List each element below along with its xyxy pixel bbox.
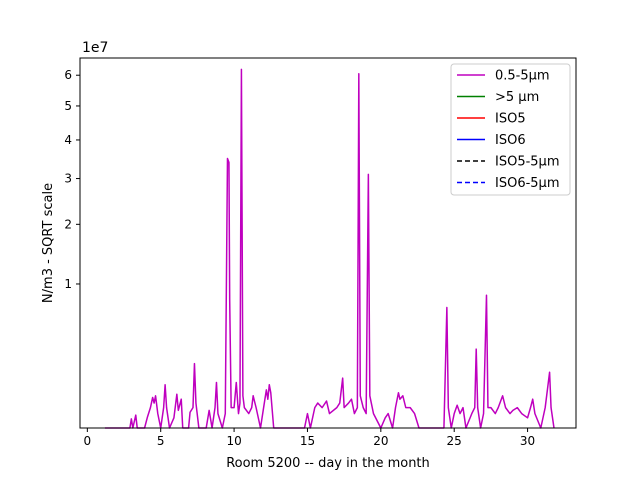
legend-label-5: ISO6-5µm [495, 176, 560, 191]
y-axis-label: N/m3 - SQRT scale [41, 183, 56, 303]
x-tick-label: 0 [84, 434, 92, 448]
y-tick-label: 3 [64, 172, 72, 186]
x-tick-label: 30 [520, 434, 535, 448]
x-tick-label: 20 [373, 434, 388, 448]
x-tick-label: 10 [226, 434, 241, 448]
x-tick-label: 15 [300, 434, 315, 448]
y-tick-label: 1 [64, 277, 72, 291]
legend-label-4: ISO5-5µm [495, 155, 560, 170]
x-tick-label: 25 [447, 434, 462, 448]
legend-label-0: 0.5-5µm [495, 69, 550, 84]
legend-label-3: ISO6 [495, 133, 526, 148]
y-tick-label: 6 [64, 68, 72, 82]
y-tick-label: 4 [64, 133, 72, 147]
legend-label-1: >5 µm [495, 90, 539, 105]
legend: 0.5-5µm >5 µm ISO5 ISO6 ISO5-5µm ISO6-5µm [450, 63, 571, 196]
x-tick-label: 5 [157, 434, 165, 448]
y-tick-label: 2 [64, 217, 72, 231]
legend-label-2: ISO5 [495, 112, 526, 127]
series-layer [104, 68, 555, 429]
axes-layer: 0 5 10 15 20 25 30 1 2 3 4 5 6 [64, 68, 535, 448]
series-line-0 [104, 68, 555, 429]
x-axis-label: Room 5200 -- day in the month [226, 456, 430, 471]
y-tick-label: 5 [64, 99, 72, 113]
y-offset-label: 1e7 [82, 40, 108, 56]
plot-frame [79, 57, 577, 429]
